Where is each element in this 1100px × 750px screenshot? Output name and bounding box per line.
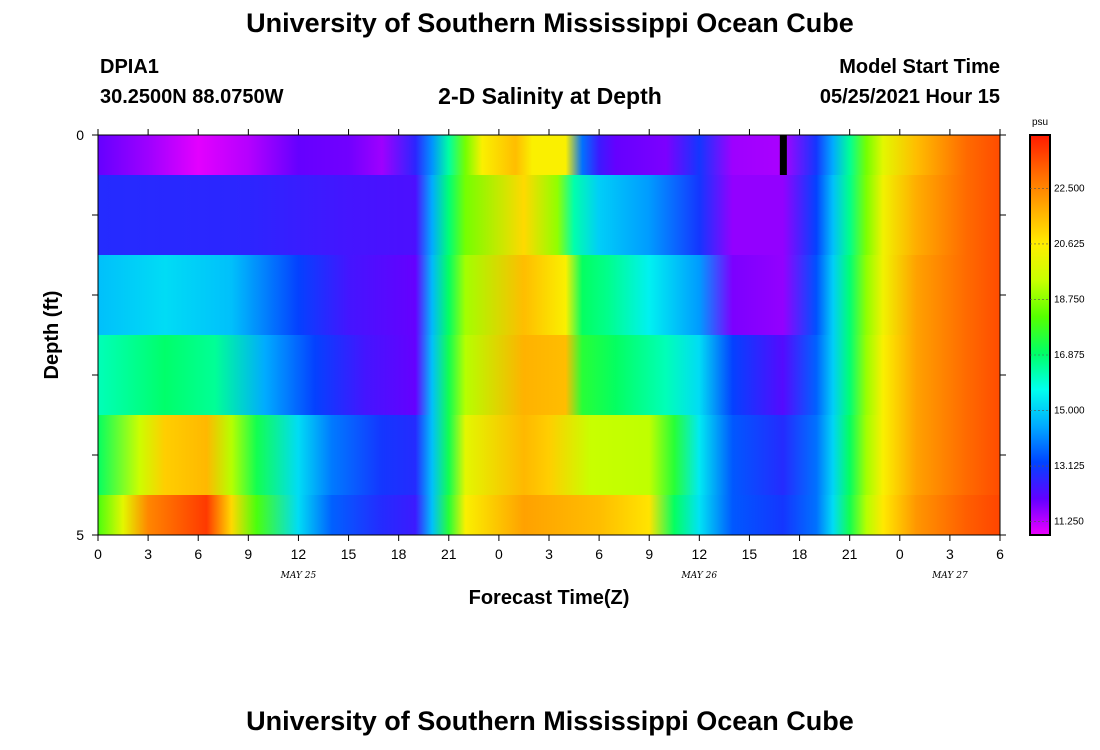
x-day-label: MAY 27 [931,571,968,581]
x-tick-label: 18 [792,546,808,562]
colorbar-tick-label: 15.000 [1054,406,1085,417]
y-axis-ticks: 05 [76,127,1006,543]
x-tick-label: 12 [291,546,307,562]
y-tick-label: 0 [76,127,84,143]
x-tick-label: 6 [595,546,603,562]
colorbar-unit: psu [1032,117,1048,128]
y-tick-label: 5 [76,527,84,543]
x-tick-label: 21 [842,546,858,562]
colorbar-tick-label: 20.625 [1054,239,1085,250]
colorbar: psu 22.500 20.625 18.750 16.875 15.000 13.125… [1029,117,1085,536]
heatmap-rows [98,135,1000,536]
chart-title: 2-D Salinity at Depth [438,83,662,109]
heatmap-row-1 [98,175,1000,256]
x-tick-label: 3 [144,546,152,562]
x-tick-label: 9 [645,546,653,562]
x-tick-label: 6 [996,546,1004,562]
x-tick-label: 3 [545,546,553,562]
colorbar-scale [1029,134,1051,536]
x-tick-label: 0 [495,546,503,562]
heatmap-row-0 [98,135,1000,176]
colorbar-tick-label: 18.750 [1054,294,1085,305]
x-tick-label: 21 [441,546,457,562]
x-day-label: MAY 26 [681,571,718,581]
x-tick-label: 3 [946,546,954,562]
y-axis-title: Depth (ft) [41,291,63,380]
x-day-label: MAY 25 [280,571,317,581]
x-tick-label: 6 [194,546,202,562]
heatmap-row-3 [98,335,1000,416]
heatmap-row-2 [98,255,1000,336]
x-tick-label: 0 [94,546,102,562]
annotation-layer [779,135,787,175]
x-tick-label: 15 [742,546,758,562]
model-start-label: Model Start Time [839,56,1000,78]
model-start-value: 05/25/2021 Hour 15 [819,86,1000,108]
page-title: University of Southern Mississippi Ocean… [246,8,854,38]
heatmap-row-4 [98,415,1000,496]
x-tick-label: 0 [896,546,904,562]
x-tick-label: 18 [391,546,407,562]
station-id: DPIA1 [100,56,159,78]
colorbar-tick-label: 11.250 [1054,517,1084,528]
x-tick-label: 12 [692,546,708,562]
x-axis-ticks: 0 3 6 9 12 15 18 21 0 3 6 9 12 15 18 21 0 3 6 MAY 25 MAY 26 M… [94,129,1004,581]
x-axis-title: Forecast Time(Z) [469,587,630,609]
salinity-heatmap-chart: 0 3 6 9 12 15 18 21 0 3 6 9 12 15 18 21 0 3 6 MAY 25 MAY 26 M… [41,117,1085,609]
colorbar-tick-label: 16.875 [1054,350,1085,361]
x-tick-label: 9 [244,546,252,562]
colorbar-tick-label: 13.125 [1054,461,1085,472]
data-gap-marker [779,135,787,175]
x-tick-label: 15 [341,546,357,562]
station-coordinates: 30.2500N 88.0750W [100,86,284,108]
heatmap-row-5 [98,495,1000,536]
colorbar-tick-label: 22.500 [1054,183,1085,194]
footer-title: University of Southern Mississippi Ocean… [246,706,854,736]
